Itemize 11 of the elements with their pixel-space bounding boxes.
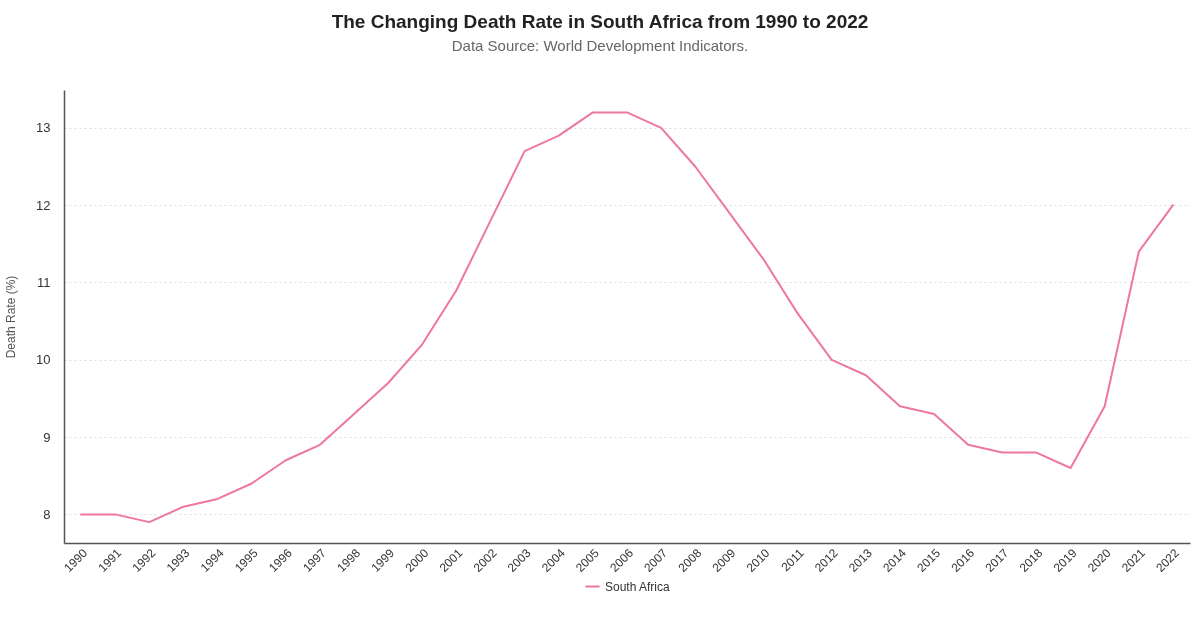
y-axis-title: Death Rate (%) — [4, 275, 19, 359]
y-tick-label: 8 — [43, 506, 51, 522]
y-tick-label: 13 — [36, 120, 51, 136]
y-tick-label: 9 — [43, 429, 51, 445]
legend-label: South Africa — [605, 579, 671, 594]
y-tick-label: 10 — [36, 352, 51, 368]
chart-title: The Changing Death Rate in South Africa from 1990 to 2022 — [331, 11, 869, 32]
y-tick-label: 11 — [37, 274, 51, 290]
chart-subtitle: Data Source: World Development Indicators. — [451, 37, 749, 54]
line-series — [80, 111, 1174, 524]
y-tick-label: 12 — [36, 197, 51, 213]
